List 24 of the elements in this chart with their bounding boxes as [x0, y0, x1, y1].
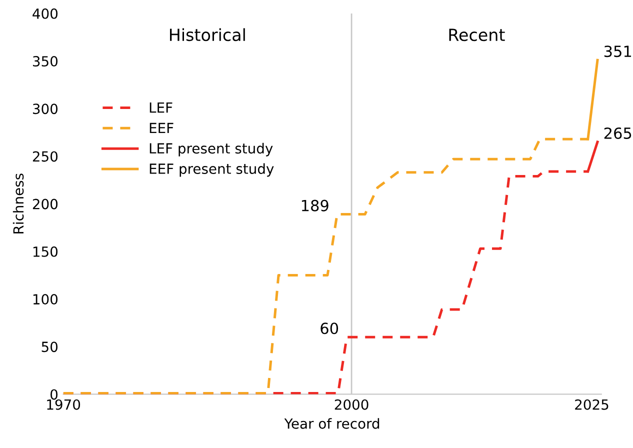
y-tick-label: 50	[42, 342, 58, 352]
legend-label: EEF	[150, 122, 174, 134]
annotation: Historical	[170, 28, 245, 42]
x-tick-label: 1970	[47, 399, 80, 410]
legend-label: LEF	[150, 102, 172, 113]
y-tick-label: 350	[32, 56, 58, 67]
x-tick-label: 2000	[334, 399, 368, 410]
annotation: Recent	[449, 28, 505, 42]
y-tick-label: 400	[32, 8, 58, 19]
y-tick-label: 300	[32, 104, 58, 114]
x-tick-label: 2025	[575, 399, 608, 410]
legend-label: LEF present study	[150, 142, 273, 156]
y-tick-label: 100	[33, 294, 58, 305]
y-tick-label: 150	[33, 246, 58, 257]
y-axis-title: Richness	[12, 174, 24, 234]
legend-label: EEF present study	[150, 163, 274, 177]
annotation: 60	[320, 322, 338, 334]
annotation: 189	[302, 200, 328, 212]
y-tick-label: 250	[32, 151, 58, 162]
y-tick-label: 200	[32, 198, 58, 210]
annotation: 351	[604, 46, 632, 58]
x-axis-title: Year of record	[284, 418, 380, 429]
y-tick-label: 0	[50, 389, 58, 400]
annotation: 265	[604, 127, 632, 139]
